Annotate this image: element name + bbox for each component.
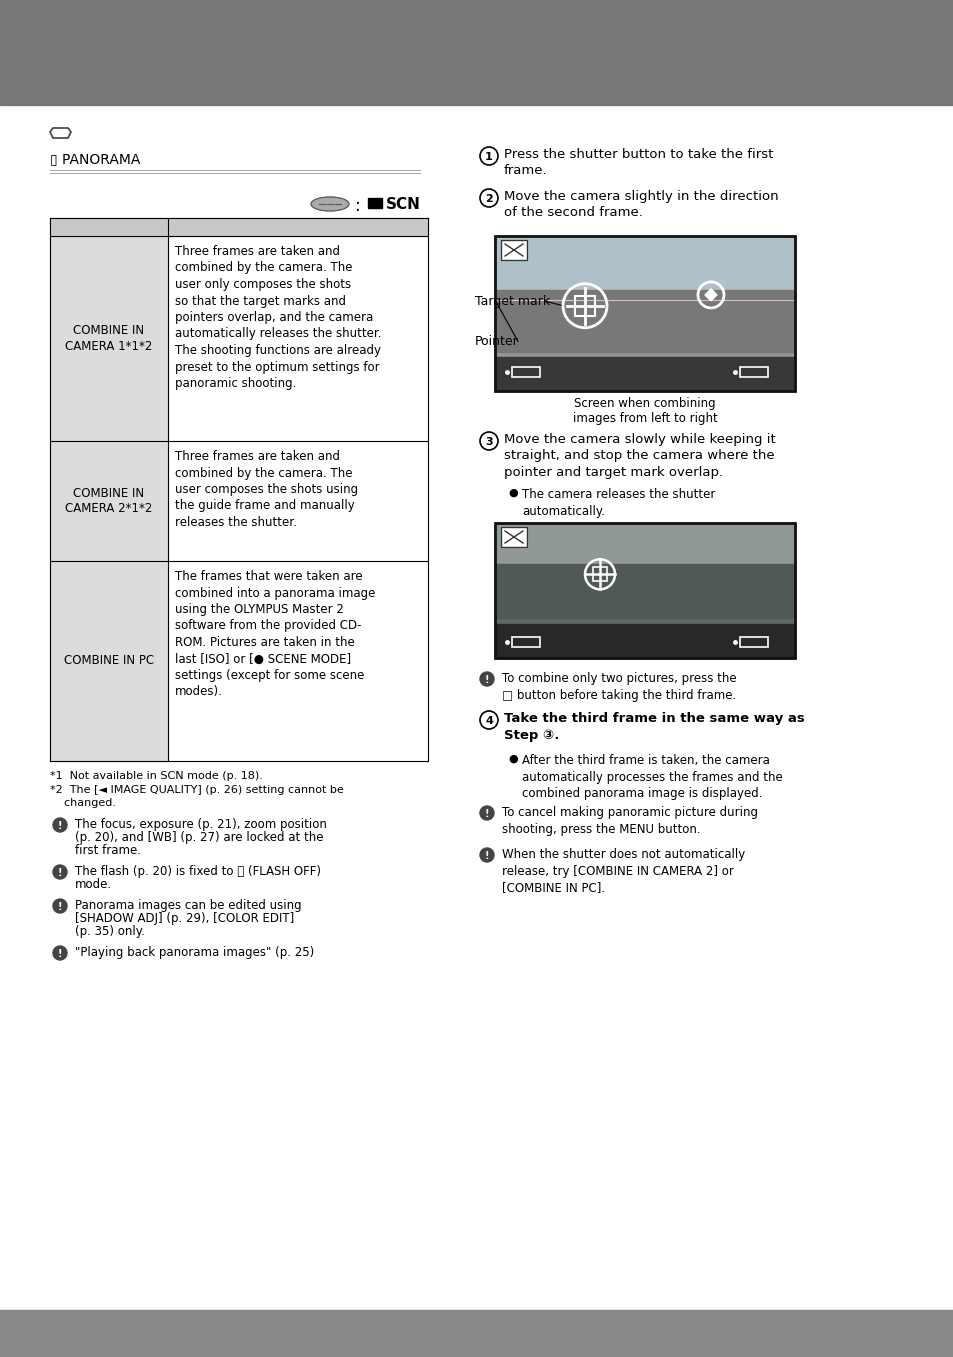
- Text: !: !: [484, 674, 489, 685]
- Text: COMBINE IN PC: COMBINE IN PC: [64, 654, 153, 668]
- Text: 1: 1: [485, 152, 493, 161]
- Bar: [740, 368, 767, 377]
- Bar: [500, 240, 526, 261]
- Circle shape: [53, 946, 67, 959]
- Text: ▯ PANORAMA: ▯ PANORAMA: [50, 152, 140, 166]
- Text: The flash (p. 20) is fixed to ⓢ (FLASH OFF): The flash (p. 20) is fixed to ⓢ (FLASH O…: [75, 864, 320, 878]
- Text: !: !: [484, 851, 489, 860]
- Text: *1  Not available in SCN mode (p. 18).: *1 Not available in SCN mode (p. 18).: [50, 771, 263, 782]
- Text: 3: 3: [485, 437, 493, 446]
- Bar: [50, 218, 428, 236]
- Text: 2: 2: [485, 194, 493, 204]
- Bar: [0, 1310, 953, 1357]
- Text: To combine only two pictures, press the
□ button before taking the third frame.: To combine only two pictures, press the …: [501, 672, 736, 702]
- Circle shape: [479, 848, 494, 862]
- Polygon shape: [704, 289, 717, 301]
- Text: first frame.: first frame.: [75, 844, 141, 858]
- Bar: [512, 636, 539, 647]
- Bar: [593, 567, 606, 581]
- Text: To cancel making panoramic picture during
shooting, press the MENU button.: To cancel making panoramic picture durin…: [501, 806, 758, 836]
- Text: Take the third frame in the same way as
Step ③.: Take the third frame in the same way as …: [503, 712, 804, 741]
- Text: Screen when combining
images from left to right: Screen when combining images from left t…: [572, 398, 717, 425]
- Bar: [495, 236, 794, 294]
- Text: The focus, exposure (p. 21), zoom position: The focus, exposure (p. 21), zoom positi…: [75, 818, 327, 830]
- Text: [SHADOW ADJ] (p. 29), [COLOR EDIT]: [SHADOW ADJ] (p. 29), [COLOR EDIT]: [75, 912, 294, 925]
- Bar: [495, 236, 794, 391]
- Text: !: !: [58, 868, 62, 878]
- Bar: [368, 198, 381, 208]
- Text: Move the camera slowly while keeping it
straight, and stop the camera where the
: Move the camera slowly while keeping it …: [503, 433, 775, 479]
- Bar: [495, 290, 794, 353]
- Bar: [495, 236, 794, 391]
- Text: ●: ●: [507, 754, 517, 764]
- Text: SCN: SCN: [386, 197, 420, 212]
- Text: ●: ●: [507, 489, 517, 498]
- Bar: [50, 560, 168, 761]
- Circle shape: [479, 672, 494, 687]
- Text: 4: 4: [484, 716, 493, 726]
- Text: *2  The [◄ IMAGE QUALITY] (p. 26) setting cannot be: *2 The [◄ IMAGE QUALITY] (p. 26) setting…: [50, 784, 343, 795]
- Bar: [495, 624, 794, 658]
- Text: Panorama images can be edited using: Panorama images can be edited using: [75, 898, 301, 912]
- Text: COMBINE IN
CAMERA 1*1*2: COMBINE IN CAMERA 1*1*2: [65, 324, 152, 353]
- Text: When the shutter does not automatically
release, try [COMBINE IN CAMERA 2] or
[C: When the shutter does not automatically …: [501, 848, 744, 894]
- Text: Move the camera slightly in the direction
of the second frame.: Move the camera slightly in the directio…: [503, 190, 778, 220]
- Bar: [50, 236, 168, 441]
- Bar: [500, 527, 526, 547]
- Text: After the third frame is taken, the camera
automatically processes the frames an: After the third frame is taken, the came…: [521, 754, 781, 801]
- Bar: [495, 522, 794, 658]
- Text: COMBINE IN
CAMERA 2*1*2: COMBINE IN CAMERA 2*1*2: [65, 487, 152, 516]
- Circle shape: [53, 898, 67, 913]
- Circle shape: [479, 806, 494, 820]
- Bar: [495, 522, 794, 570]
- Circle shape: [53, 818, 67, 832]
- Bar: [495, 357, 794, 391]
- Bar: [50, 441, 168, 560]
- Text: changed.: changed.: [50, 798, 116, 807]
- Bar: [495, 522, 794, 658]
- Text: Pointer: Pointer: [475, 335, 518, 347]
- Text: Three frames are taken and
combined by the camera. The
user only composes the sh: Three frames are taken and combined by t…: [174, 246, 381, 389]
- Text: !: !: [484, 809, 489, 820]
- Text: The frames that were taken are
combined into a panorama image
using the OLYMPUS : The frames that were taken are combined …: [174, 570, 375, 699]
- Text: Three frames are taken and
combined by the camera. The
user composes the shots u: Three frames are taken and combined by t…: [174, 451, 357, 529]
- Circle shape: [53, 864, 67, 879]
- Bar: [500, 527, 526, 547]
- Text: !: !: [58, 902, 62, 912]
- Text: Target mark: Target mark: [475, 294, 550, 308]
- Text: mode.: mode.: [75, 878, 112, 892]
- Text: :: :: [355, 197, 360, 214]
- Bar: [495, 563, 794, 617]
- Text: (p. 35) only.: (p. 35) only.: [75, 925, 145, 938]
- Bar: [575, 296, 595, 316]
- Bar: [500, 240, 526, 261]
- Text: !: !: [58, 949, 62, 959]
- Ellipse shape: [311, 197, 349, 210]
- Text: Press the shutter button to take the first
frame.: Press the shutter button to take the fir…: [503, 148, 773, 178]
- Bar: [512, 368, 539, 377]
- Text: (p. 20), and [WB] (p. 27) are locked at the: (p. 20), and [WB] (p. 27) are locked at …: [75, 830, 323, 844]
- Text: !: !: [58, 821, 62, 830]
- Text: The camera releases the shutter
automatically.: The camera releases the shutter automati…: [521, 489, 715, 517]
- Text: "Playing back panorama images" (p. 25): "Playing back panorama images" (p. 25): [75, 946, 314, 959]
- Bar: [740, 636, 767, 647]
- Bar: [0, 0, 953, 104]
